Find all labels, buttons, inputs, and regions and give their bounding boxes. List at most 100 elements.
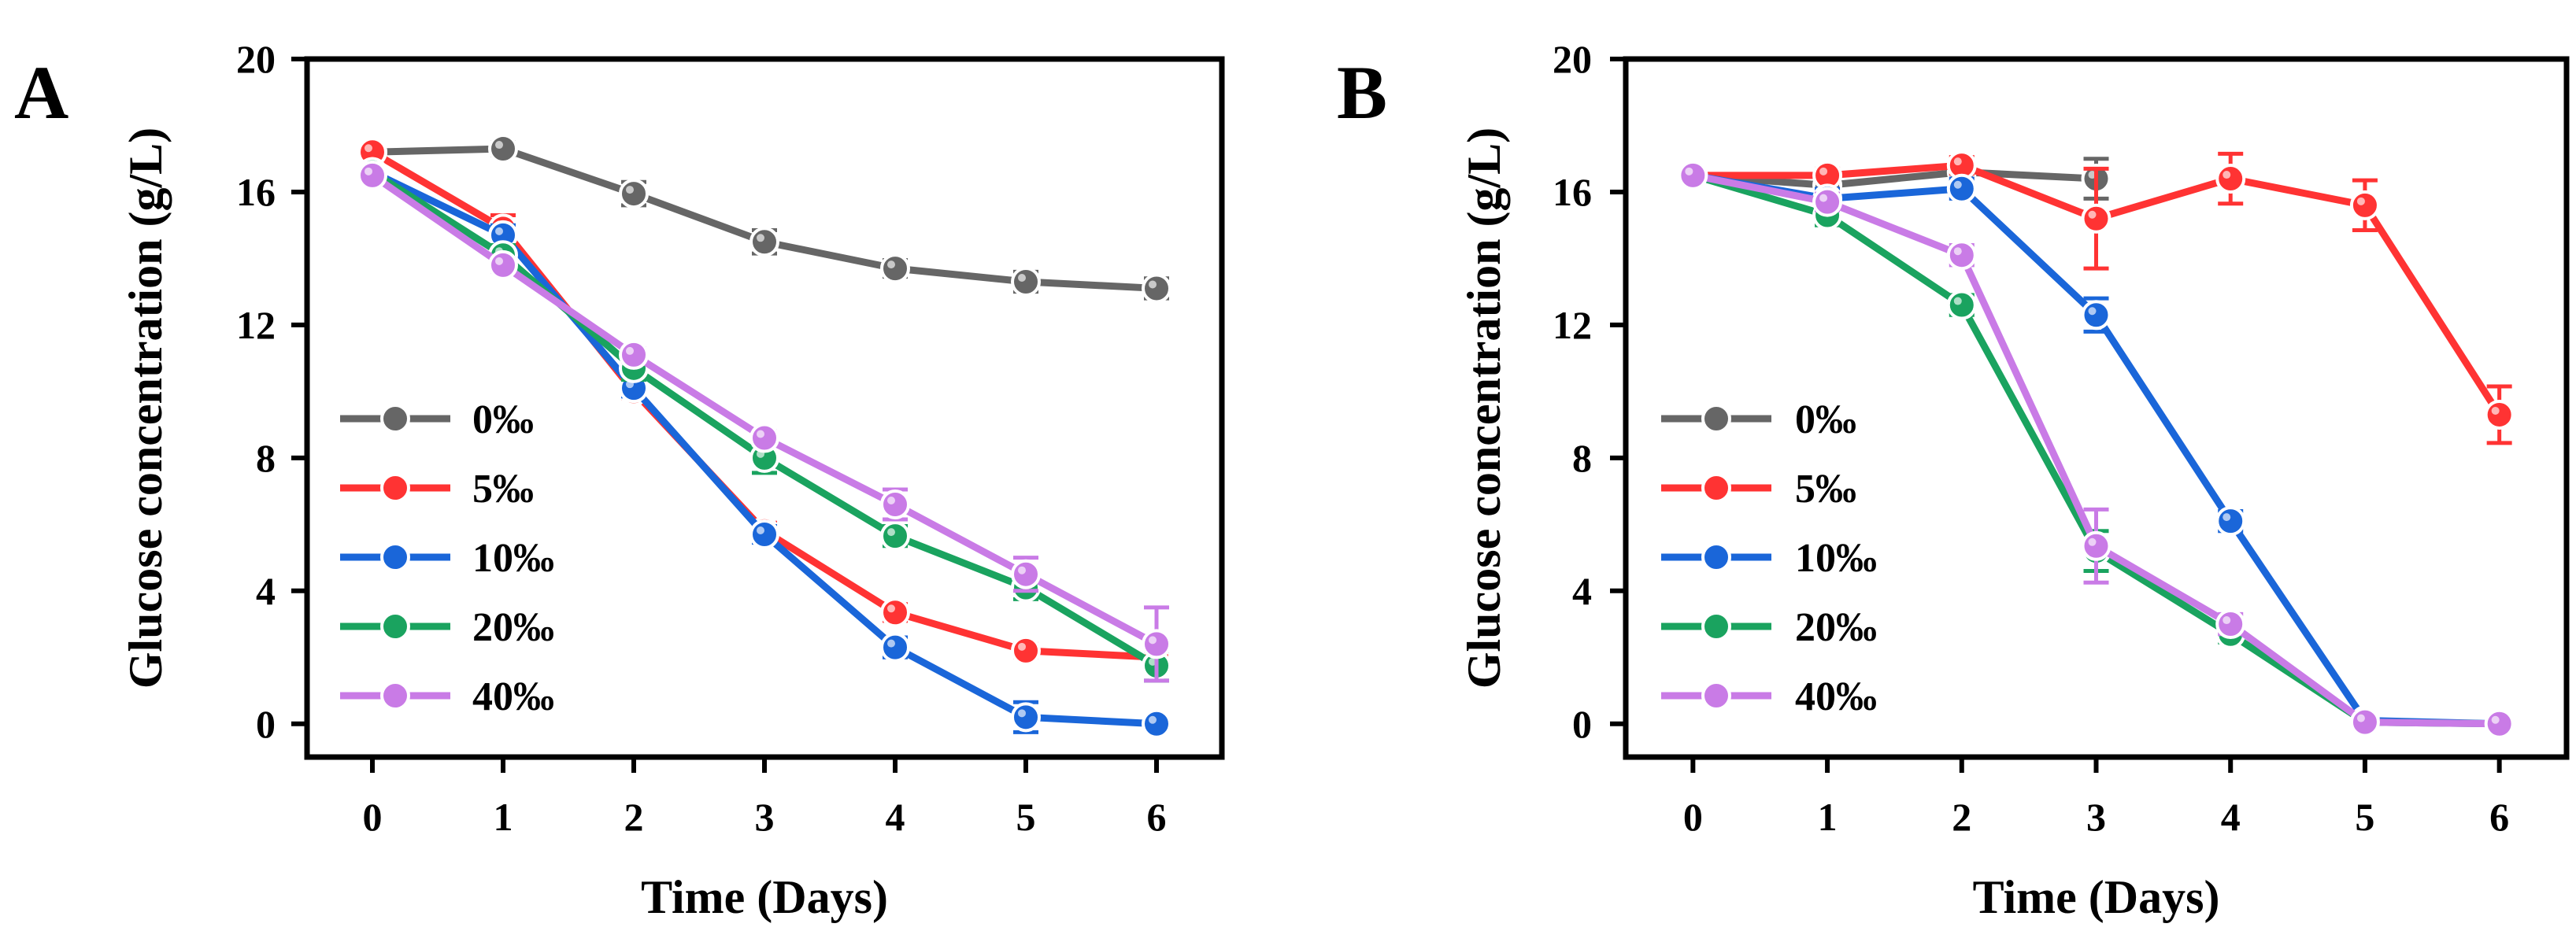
data-point (1011, 266, 1041, 297)
y-tick-label: 16 (236, 170, 276, 214)
data-point (749, 227, 779, 257)
legend-label: 40‰ (472, 674, 554, 719)
data-point-highlight (1819, 167, 1828, 175)
data-point-highlight (626, 186, 634, 194)
x-tick-label: 2 (1952, 795, 1971, 839)
y-tick-label: 4 (1572, 569, 1592, 613)
data-point (1142, 629, 1171, 659)
x-axis-title: Time (Days) (641, 871, 888, 923)
data-point-highlight (1149, 715, 1157, 724)
data-point (1142, 273, 1171, 304)
panel-label: B (1337, 50, 1387, 135)
y-axis-title: Glucose concentration (g/L) (120, 127, 172, 689)
data-point (1946, 240, 1977, 271)
legend-label: 5‰ (472, 467, 534, 512)
data-point-highlight (1953, 297, 1962, 305)
data-point-highlight (1819, 194, 1828, 202)
data-point (880, 253, 910, 284)
legend-label: 0‰ (472, 397, 534, 442)
legend-label: 5‰ (1795, 467, 1856, 512)
y-axis-title: Glucose concentration (g/L) (1458, 127, 1510, 689)
y-tick-label: 16 (1553, 170, 1592, 214)
data-point (2081, 203, 2112, 234)
x-tick-label: 6 (2489, 795, 2509, 839)
data-point-highlight (495, 141, 503, 150)
legend-marker (380, 681, 410, 711)
data-point-highlight (2088, 307, 2097, 316)
data-point-highlight (757, 234, 764, 242)
x-tick-label: 4 (2221, 795, 2241, 839)
data-point-highlight (757, 430, 764, 438)
y-tick-label: 0 (1572, 702, 1592, 746)
legend-marker (380, 542, 410, 572)
data-point-highlight (2491, 715, 2500, 724)
data-point-highlight (2223, 171, 2231, 179)
legend-label: 20‰ (1795, 605, 1877, 650)
data-point-highlight (1953, 247, 1962, 256)
data-point (2081, 530, 2112, 561)
data-point-highlight (2491, 406, 2500, 415)
series-line (1693, 168, 2097, 190)
data-point-highlight (2088, 210, 2097, 219)
data-point (488, 249, 518, 280)
data-point-highlight (2356, 714, 2365, 722)
data-point (2484, 399, 2515, 430)
data-point (2081, 300, 2112, 331)
data-point (1142, 708, 1171, 739)
x-tick-label: 0 (1683, 795, 1703, 839)
data-point-highlight (1018, 273, 1026, 282)
data-point (2215, 609, 2246, 640)
y-tick-label: 20 (1553, 37, 1592, 81)
data-point (880, 521, 910, 552)
x-tick-label: 5 (1016, 795, 1036, 839)
data-point-highlight (2356, 197, 2365, 205)
data-point-highlight (2088, 537, 2097, 546)
legend-label: 10‰ (472, 536, 554, 581)
legend-marker (1701, 404, 1731, 434)
data-point (2349, 190, 2380, 220)
data-point (1946, 173, 1977, 204)
y-tick-label: 12 (1553, 303, 1592, 347)
data-point-highlight (1018, 709, 1026, 718)
x-axis-title: Time (Days) (1973, 871, 2220, 923)
data-point (488, 134, 518, 164)
data-point-highlight (1953, 180, 1962, 189)
x-tick-label: 6 (1147, 795, 1167, 839)
legend-marker (380, 473, 410, 503)
y-tick-label: 4 (256, 569, 276, 613)
data-point-highlight (887, 496, 895, 504)
data-point (1812, 187, 1843, 217)
data-point-highlight (495, 257, 503, 265)
x-tick-label: 5 (2355, 795, 2374, 839)
legend-marker (380, 404, 410, 434)
data-point (2215, 506, 2246, 537)
legend: 0‰ 5‰ 10‰ 20‰ 40‰ (1661, 397, 1877, 719)
legend-label: 40‰ (1795, 674, 1877, 719)
data-point-highlight (626, 346, 634, 355)
data-point (1011, 635, 1041, 666)
data-point-highlight (1018, 642, 1026, 651)
data-point (749, 423, 779, 453)
data-point (880, 632, 910, 663)
legend-marker (1701, 611, 1731, 641)
data-point-highlight (2223, 616, 2231, 625)
legend-label: 0‰ (1795, 397, 1856, 442)
data-point-highlight (495, 227, 503, 235)
data-point (619, 179, 649, 209)
data-point-highlight (2223, 513, 2231, 522)
x-tick-label: 3 (2086, 795, 2106, 839)
data-point-highlight (1685, 167, 1693, 175)
data-point-highlight (1149, 636, 1157, 645)
data-point-highlight (887, 604, 895, 613)
data-point-highlight (365, 144, 372, 153)
data-point (2215, 164, 2246, 194)
legend-label: 20‰ (472, 605, 554, 650)
data-point-highlight (757, 526, 764, 535)
data-point-highlight (1149, 280, 1157, 289)
legend-marker (1701, 473, 1731, 503)
panel-label: A (14, 50, 68, 135)
x-tick-label: 2 (624, 795, 644, 839)
